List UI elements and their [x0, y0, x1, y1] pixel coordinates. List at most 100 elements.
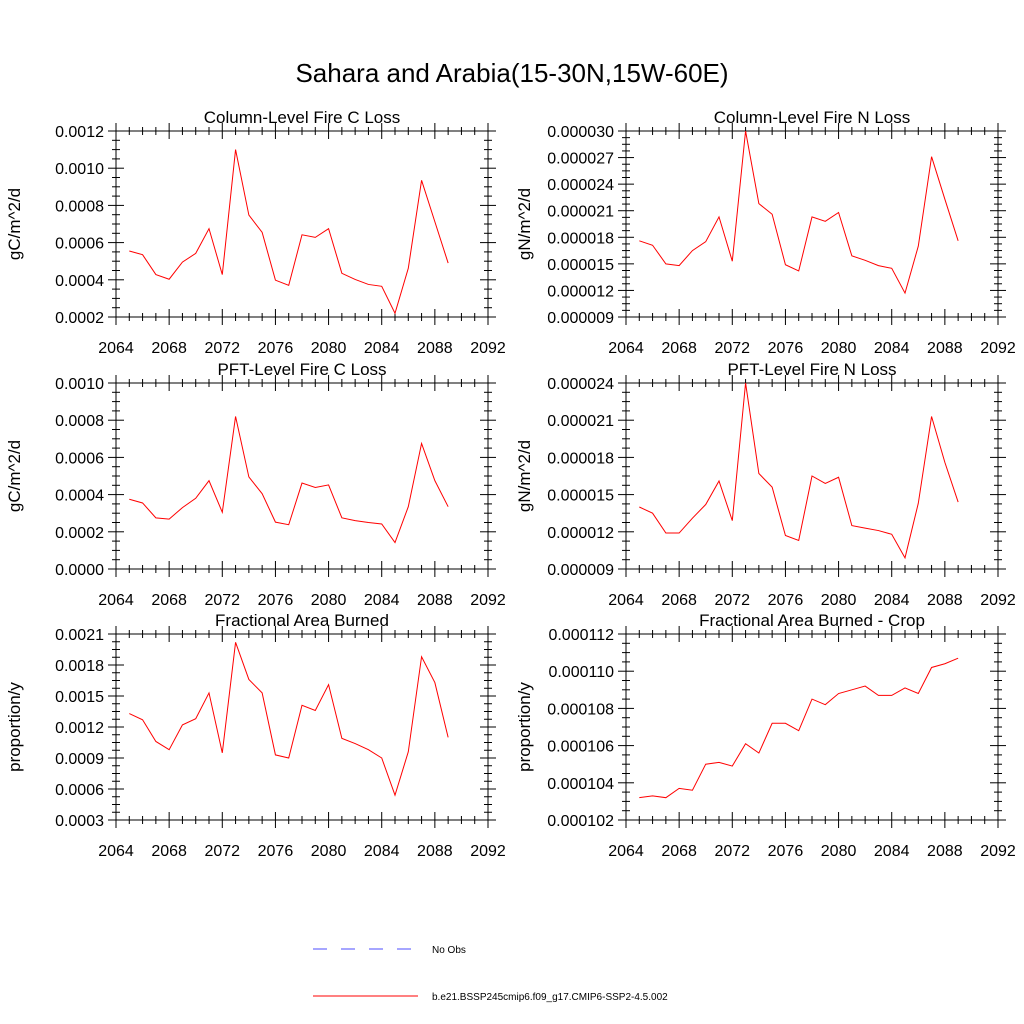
y-tick-label: 0.0012 — [55, 124, 104, 141]
series-line — [639, 382, 959, 560]
plot-frame — [625, 130, 999, 318]
legend-label-obs: No Obs — [432, 945, 466, 956]
y-tick-label: 0.000009 — [547, 562, 614, 579]
x-tick-label: 2072 — [204, 843, 240, 860]
x-tick-label: 2080 — [311, 843, 347, 860]
x-tick-label: 2072 — [714, 843, 750, 860]
x-tick-label: 2084 — [874, 592, 910, 609]
y-tick-label: 0.0008 — [55, 198, 104, 215]
y-tick-label: 0.000009 — [547, 310, 614, 327]
y-tick-label: 0.0012 — [55, 720, 104, 737]
x-tick-label: 2092 — [470, 592, 506, 609]
y-tick-label: 0.000110 — [548, 664, 614, 681]
series-line — [639, 130, 959, 295]
x-tick-label: 2068 — [151, 340, 187, 357]
y-tick-label: 0.000030 — [547, 124, 614, 141]
x-tick-label: 2076 — [768, 843, 804, 860]
y-axis-label: gN/m^2/d — [515, 440, 534, 512]
y-tick-label: 0.000106 — [547, 739, 614, 756]
y-tick-label: 0.000112 — [548, 627, 614, 644]
y-tick-label: 0.000015 — [547, 257, 614, 274]
x-tick-label: 2084 — [364, 340, 400, 357]
y-tick-label: 0.000015 — [547, 488, 614, 505]
y-tick-label: 0.0009 — [55, 751, 104, 768]
x-tick-label: 2064 — [608, 592, 644, 609]
x-tick-label: 2088 — [927, 340, 963, 357]
x-tick-label: 2084 — [364, 592, 400, 609]
x-tick-label: 2072 — [714, 592, 750, 609]
x-tick-label: 2080 — [821, 340, 857, 357]
x-tick-label: 2068 — [661, 843, 697, 860]
y-tick-label: 0.0006 — [55, 782, 104, 799]
y-tick-label: 0.000108 — [547, 701, 614, 718]
chart-panel-2: Column-Level Fire N Loss gN/m^2/d 2064 2068… — [515, 108, 1016, 357]
y-axis-label: proportion/y — [515, 682, 534, 772]
legend-label-model: b.e21.BSSP245cmip6.f09_g17.CMIP6-SSP2-4.… — [432, 992, 668, 1003]
y-axis-label: gC/m^2/d — [5, 188, 24, 260]
plot-frame — [115, 130, 489, 318]
x-tick-label: 2088 — [927, 592, 963, 609]
x-tick-label: 2064 — [98, 592, 134, 609]
series-line — [129, 149, 449, 315]
x-tick-label: 2068 — [151, 592, 187, 609]
y-tick-label: 0.000024 — [547, 177, 614, 194]
y-tick-label: 0.000102 — [547, 813, 614, 830]
y-axis-label: gC/m^2/d — [5, 440, 24, 512]
y-tick-label: 0.0006 — [55, 236, 104, 253]
x-tick-label: 2072 — [714, 340, 750, 357]
x-tick-label: 2068 — [661, 592, 697, 609]
x-tick-label: 2080 — [311, 592, 347, 609]
panel-title: Column-Level Fire N Loss — [714, 108, 911, 127]
panel-title: Fractional Area Burned — [215, 611, 389, 630]
x-tick-label: 2072 — [204, 592, 240, 609]
panel-title: Column-Level Fire C Loss — [204, 108, 401, 127]
x-tick-label: 2076 — [768, 340, 804, 357]
x-tick-label: 2088 — [927, 843, 963, 860]
x-tick-label: 2080 — [311, 340, 347, 357]
y-tick-label: 0.000012 — [547, 525, 614, 542]
y-tick-label: 0.000018 — [547, 450, 614, 467]
x-tick-label: 2084 — [874, 340, 910, 357]
chart-panel-1: Column-Level Fire C Loss gC/m^2/d 2064 2068… — [5, 108, 506, 357]
y-tick-label: 0.0021 — [55, 627, 104, 644]
y-tick-label: 0.0004 — [55, 488, 104, 505]
y-tick-label: 0.000024 — [547, 376, 614, 393]
y-axis-label: gN/m^2/d — [515, 188, 534, 260]
x-tick-label: 2092 — [980, 843, 1016, 860]
series-line — [129, 642, 449, 797]
y-tick-label: 0.0002 — [55, 525, 104, 542]
y-tick-label: 0.0002 — [55, 310, 104, 327]
figure-title: Sahara and Arabia(15-30N,15W-60E) — [295, 58, 729, 88]
x-tick-label: 2068 — [151, 843, 187, 860]
y-tick-label: 0.0010 — [55, 376, 104, 393]
series-line — [639, 657, 959, 799]
y-tick-label: 0.0004 — [55, 273, 104, 290]
x-tick-label: 2064 — [98, 340, 134, 357]
panel-title: PFT-Level Fire C Loss — [217, 360, 386, 379]
plot-frame — [115, 382, 489, 570]
y-tick-label: 0.0010 — [55, 161, 104, 178]
x-tick-label: 2076 — [258, 843, 294, 860]
y-tick-label: 0.0003 — [55, 813, 104, 830]
chart-panel-3: PFT-Level Fire C Loss gC/m^2/d 2064 2068 207… — [5, 360, 506, 609]
x-tick-label: 2076 — [258, 340, 294, 357]
panel-title: Fractional Area Burned - Crop — [699, 611, 925, 630]
x-tick-label: 2068 — [661, 340, 697, 357]
x-tick-label: 2092 — [980, 592, 1016, 609]
series-line — [129, 416, 449, 544]
y-tick-label: 0.0008 — [55, 413, 104, 430]
x-tick-label: 2088 — [417, 592, 453, 609]
x-tick-label: 2092 — [980, 340, 1016, 357]
x-tick-label: 2064 — [608, 843, 644, 860]
y-axis-label: proportion/y — [5, 682, 24, 772]
y-tick-label: 0.0006 — [55, 450, 104, 467]
y-tick-label: 0.000021 — [547, 413, 614, 430]
x-tick-label: 2092 — [470, 340, 506, 357]
x-tick-label: 2072 — [204, 340, 240, 357]
x-tick-label: 2076 — [768, 592, 804, 609]
plot-frame — [625, 633, 999, 821]
x-tick-label: 2084 — [364, 843, 400, 860]
chart-panel-6: Fractional Area Burned - Crop proportion/… — [515, 611, 1016, 860]
chart-panel-4: PFT-Level Fire N Loss gN/m^2/d 2064 2068 207… — [515, 360, 1016, 609]
